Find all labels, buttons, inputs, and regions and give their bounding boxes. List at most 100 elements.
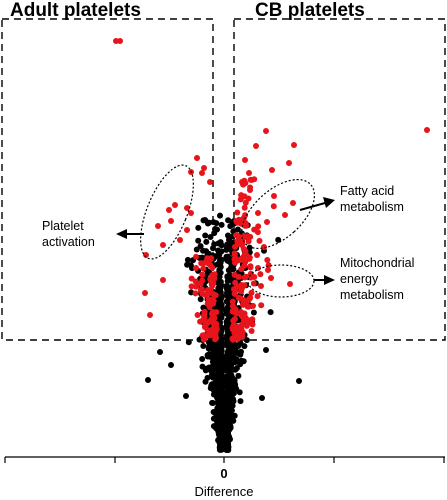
significant-point [290,200,296,206]
data-point [237,361,244,368]
significant-point [241,313,247,320]
data-point [218,356,225,363]
data-point [202,232,209,239]
significant-point [199,170,205,176]
significant-point [242,212,249,219]
significant-point [197,280,204,287]
significant-point [247,187,253,193]
data-point [263,347,269,353]
significant-point [264,219,270,225]
data-point [218,437,225,444]
significant-point [242,199,249,206]
significant-point [193,265,199,271]
significant-point [270,203,277,210]
data-point [213,377,220,384]
significant-point [184,205,190,211]
data-point [217,412,224,419]
data-point [225,256,232,262]
significant-point [199,271,206,278]
significant-point [238,285,245,292]
significant-point [424,127,430,133]
data-point [200,343,207,349]
data-point [145,377,151,383]
arrow-mitochondrial [314,275,335,285]
data-point [224,350,231,357]
significant-point [204,255,211,262]
significant-point [232,255,239,262]
data-point [231,343,238,350]
significant-point [291,142,297,148]
annotation-line: Fatty acid [340,184,394,198]
data-point [224,439,231,446]
data-point [224,278,231,285]
significant-point [247,294,254,301]
significant-point [237,328,244,335]
data-point [228,377,234,383]
data-point [259,395,265,401]
significant-point [231,271,238,278]
data-point [218,221,225,228]
x-axis-ticks [4,457,445,463]
data-point [227,389,234,395]
significant-point [230,317,237,324]
region-box-adult [1,18,214,341]
significant-point [166,207,172,213]
annotation-line: Platelet [42,219,84,233]
arrow-platelet-activation [116,229,144,239]
data-point [296,378,302,384]
significant-point [142,290,148,296]
significant-point [255,210,261,216]
significant-point [237,309,244,316]
significant-point [202,319,209,326]
significant-point [194,312,201,318]
significant-point [160,242,166,248]
data-point [211,241,218,248]
data-point [185,339,192,346]
significant-point [237,295,244,302]
annotation-mitochondrial: Mitochondrial energy metabolism [340,256,418,302]
significant-point [117,38,123,44]
data-point [204,374,211,381]
significant-point [247,264,254,271]
significant-point [193,253,199,260]
region-title-cb: CB platelets [255,0,365,21]
significant-point [198,286,205,293]
data-point [225,273,232,280]
significant-point [234,333,241,340]
significant-point [251,274,258,280]
significant-point [286,160,292,166]
significant-point [263,128,269,134]
data-point [223,308,230,315]
data-point [225,232,231,239]
data-point [196,336,203,343]
significant-point [247,176,254,183]
data-point [241,343,248,350]
significant-point [258,283,264,289]
significant-point [246,170,252,176]
data-point [210,219,217,226]
significant-point [250,302,256,309]
significant-point [231,250,238,257]
data-point [234,226,241,233]
significant-point [172,202,178,208]
data-point [224,322,231,329]
significant-point [193,283,200,290]
significant-point [254,229,261,236]
significant-point [211,271,218,278]
significant-point [198,260,205,267]
significant-point [188,283,195,290]
data-point [211,366,218,373]
significant-point [229,326,236,333]
annotation-line: metabolism [340,288,404,302]
data-point [197,296,204,303]
data-point [223,446,230,453]
data-point [195,224,202,231]
significant-point [256,237,263,244]
significant-point [192,290,199,297]
data-point [218,402,225,409]
significant-point [194,155,200,161]
significant-point [232,259,238,266]
significant-point [210,299,216,306]
data-point [157,349,163,355]
